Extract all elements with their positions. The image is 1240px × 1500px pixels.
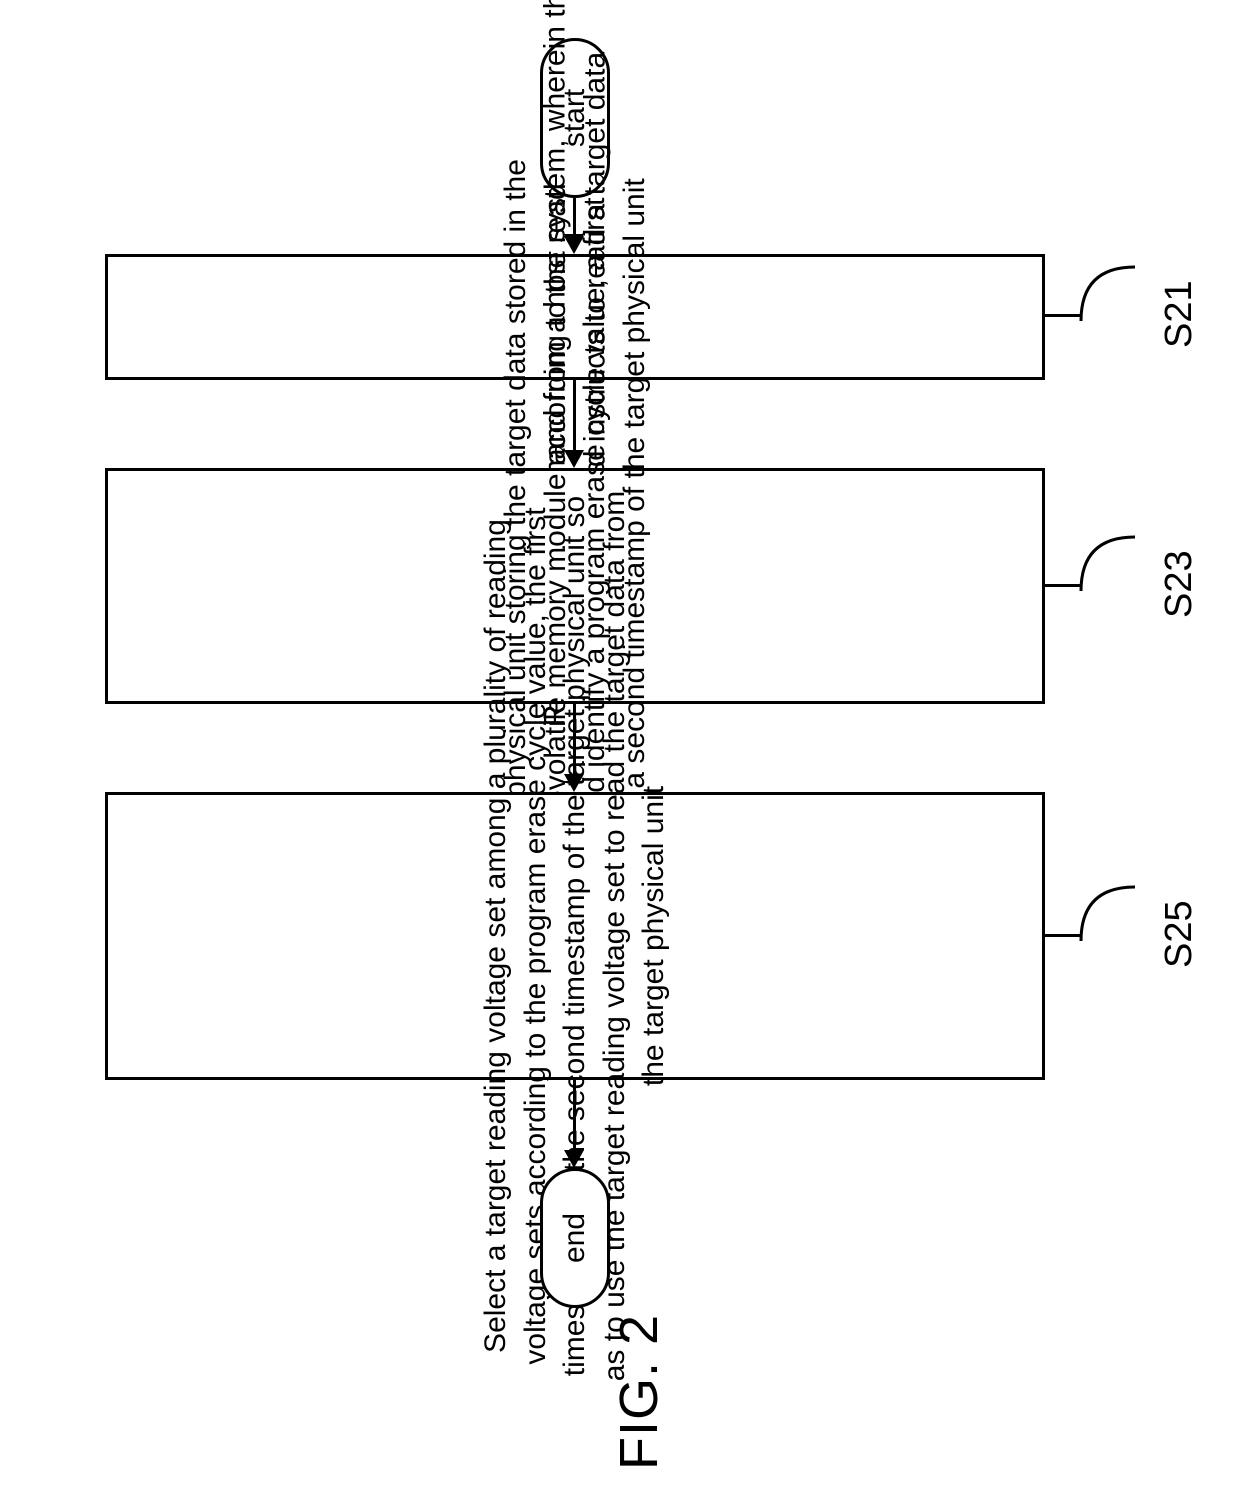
leader-s25 — [1045, 934, 1081, 937]
leader-s23-curve — [1078, 534, 1138, 594]
figure-label: FIG. 2 — [608, 1314, 670, 1470]
step-s25-box: Select a target reading voltage set amon… — [105, 792, 1045, 1080]
step-s23-id: S23 — [1158, 550, 1201, 618]
step-s25-id: S25 — [1158, 900, 1201, 968]
terminal-end: end — [540, 1168, 610, 1308]
leader-s23 — [1045, 584, 1081, 587]
step-s21-id: S21 — [1158, 280, 1201, 348]
terminal-end-label: end — [558, 1213, 592, 1263]
leader-s21-curve — [1078, 264, 1138, 324]
page: start .rbox, .rpill { display:none; } .f… — [0, 0, 1240, 1500]
leader-s21 — [1045, 314, 1081, 317]
arrow-s25-end — [573, 1080, 576, 1152]
arrowhead-s25-end — [564, 1150, 584, 1168]
leader-s25-curve — [1078, 884, 1138, 944]
